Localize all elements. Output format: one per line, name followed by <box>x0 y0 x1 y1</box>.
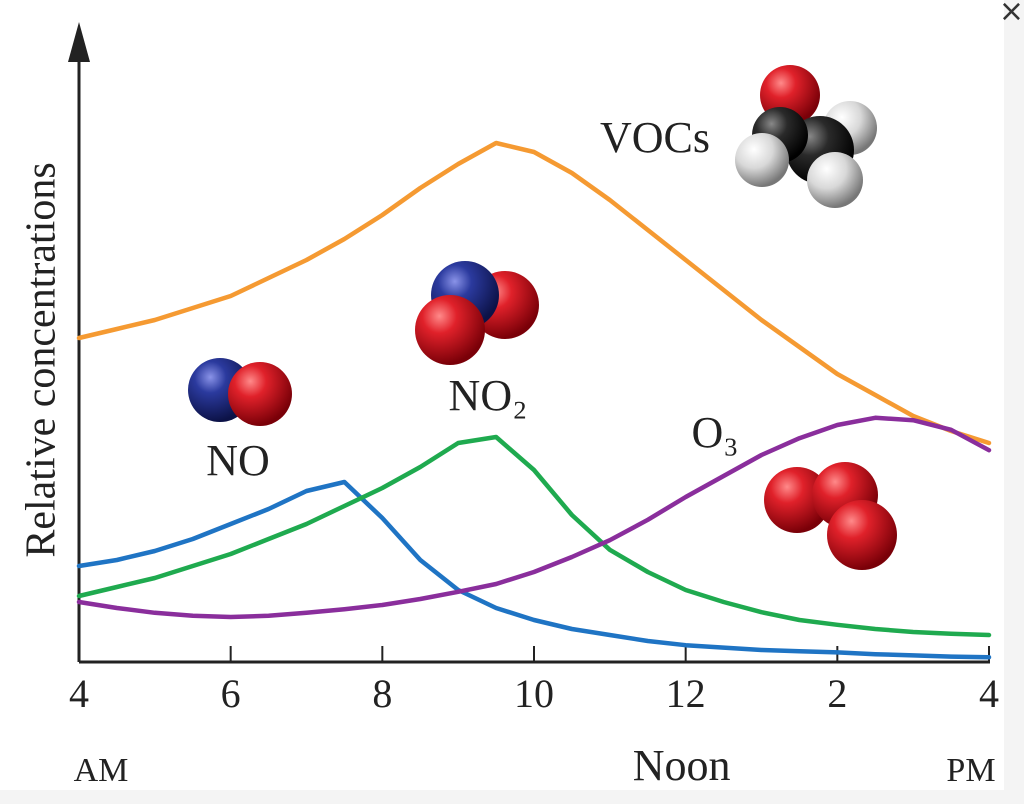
x-tick-label: 6 <box>221 671 241 716</box>
series-line <box>76 434 992 638</box>
molecule-o3 <box>764 462 897 570</box>
series-label: O₃ <box>691 408 738 457</box>
x-tick-label: 12 <box>666 671 706 716</box>
series-line <box>76 140 992 446</box>
y-axis-title: Relative concentrations <box>19 162 65 557</box>
x-tick-label: 2 <box>827 671 847 716</box>
series-line <box>76 415 992 620</box>
series-line <box>76 479 992 660</box>
series-label: NO <box>206 436 270 485</box>
y-axis-arrow <box>68 22 90 62</box>
series-label: NO₂ <box>449 371 528 420</box>
series-label: VOCs <box>600 113 710 162</box>
x-tick-label: 4 <box>69 671 89 716</box>
molecule-no2 <box>415 261 539 365</box>
x-tick-label: 10 <box>514 671 554 716</box>
molecule-voc <box>735 65 877 208</box>
x-tick-label: 8 <box>372 671 392 716</box>
x-annotation: Noon <box>633 741 731 790</box>
close-button[interactable]: × <box>998 0 1024 29</box>
x-annotation: AM <box>74 752 129 789</box>
x-annotation: PM <box>946 752 995 789</box>
molecule-no <box>188 358 292 426</box>
x-tick-label: 4 <box>979 671 999 716</box>
